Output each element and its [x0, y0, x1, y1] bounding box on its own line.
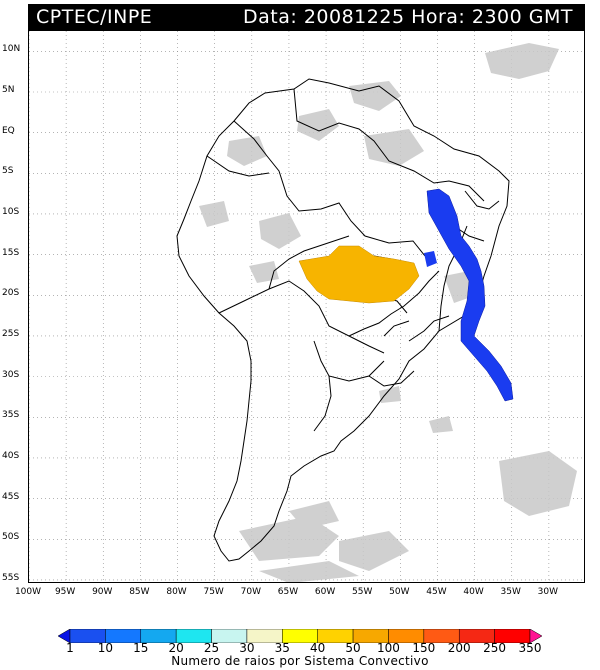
colorbar-level-label: 1: [66, 641, 74, 655]
system-eastern-small: [424, 251, 437, 267]
latitude-label: 50S: [2, 532, 20, 543]
longitude-label: 50W: [389, 587, 410, 597]
colorbar: [58, 629, 542, 643]
source-label: CPTEC/INPE: [36, 6, 153, 28]
map-canvas: [29, 31, 584, 582]
colorbar-level-label: 200: [447, 641, 471, 655]
system-eastern-coast: [426, 188, 514, 402]
colorbar-level-label: 35: [274, 641, 290, 655]
cloud-cover: [199, 43, 577, 582]
colorbar-level-label: 40: [310, 641, 326, 655]
longitude-label: 90W: [92, 587, 113, 597]
longitude-label: 95W: [54, 587, 76, 597]
colorbar-level-label: 30: [239, 641, 255, 655]
longitude-label: 70W: [240, 587, 261, 597]
longitude-label: 100W: [14, 587, 42, 597]
colorbar-level-label: 100: [377, 641, 400, 655]
latitude-label: 10S: [2, 206, 20, 217]
latitude-label: 5N: [2, 84, 15, 95]
longitude-label: 45W: [426, 587, 447, 597]
datetime-label: Data: 20081225 Hora: 2300 GMT: [243, 6, 573, 28]
colorbar-level-label: 20: [168, 641, 184, 655]
graticule: [29, 31, 584, 582]
colorbar-level-label: 10: [97, 641, 114, 655]
latitude-label: 35S: [2, 410, 20, 421]
latitude-label: 55S: [2, 572, 20, 583]
colorbar-level-label: 15: [133, 641, 149, 655]
longitude-label: 60W: [314, 587, 336, 597]
map-header: CPTEC/INPE Data: 20081225 Hora: 2300 GMT: [28, 4, 585, 30]
colorbar-level-label: 50: [345, 641, 361, 655]
longitude-label: 65W: [277, 587, 299, 597]
colorbar-level-label: 250: [483, 641, 507, 655]
convective-systems: [298, 188, 514, 402]
longitude-label: 30W: [537, 587, 559, 597]
colorbar-level-label: 350: [518, 641, 542, 655]
longitude-label: 75W: [203, 587, 224, 597]
longitude-label: 85W: [129, 587, 150, 597]
latitude-label: 45S: [2, 491, 20, 502]
latitude-label: 25S: [2, 328, 20, 339]
latitude-label: 5S: [2, 166, 14, 177]
longitude-label: 35W: [500, 587, 521, 597]
longitude-label: 80W: [166, 587, 187, 597]
latitude-label: EQ: [2, 125, 15, 136]
latitude-label: 15S: [2, 247, 20, 258]
latitude-label: 10N: [2, 44, 21, 55]
latitude-label: 30S: [2, 369, 20, 380]
longitude-label: 40W: [463, 587, 484, 597]
latitude-label: 20S: [2, 288, 20, 299]
latitude-label: 40S: [2, 450, 20, 461]
map-frame: [28, 30, 585, 583]
land-outline: [176, 78, 510, 562]
colorbar-level-label: 25: [203, 641, 220, 655]
longitude-label: 55W: [352, 587, 373, 597]
colorbar-title: Numero de raios por Sistema Convectivo: [171, 654, 429, 668]
system-central-brazil: [298, 245, 420, 304]
colorbar-level-label: 150: [412, 641, 436, 655]
colorbar-max-arrow: [529, 629, 542, 643]
